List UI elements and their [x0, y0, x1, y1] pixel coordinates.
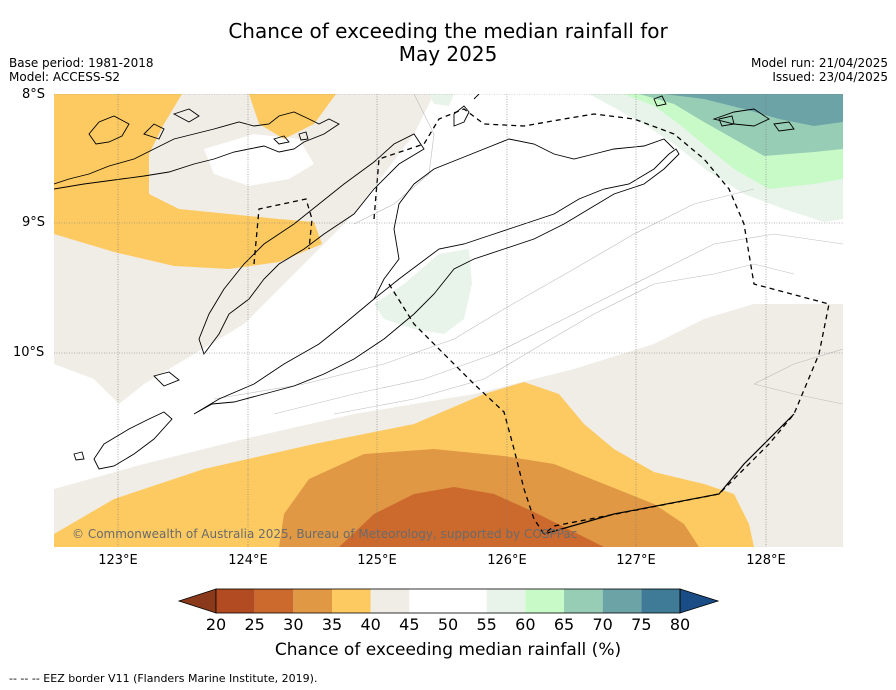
title-line-2: May 2025 — [398, 42, 498, 66]
contour-70-75 — [664, 94, 843, 126]
eez-border — [253, 198, 313, 265]
lon-label-125e: 125°E — [357, 553, 397, 568]
contour-25-30 — [339, 487, 604, 547]
meta-right: Model run: 21/04/2025 Issued: 23/04/2025 — [751, 56, 888, 84]
colorbar-tick-label: 80 — [669, 615, 691, 634]
lat-label-9s: 9°S — [22, 215, 46, 230]
contour-35-40-north — [54, 94, 322, 269]
lat-label-10s: 10°S — [13, 345, 45, 360]
gridlines — [54, 94, 843, 547]
issued-date: Issued: 23/04/2025 — [772, 70, 888, 84]
copyright-text: © Commonwealth of Australia 2025, Bureau… — [72, 527, 578, 541]
colorbar-tick-label: 55 — [476, 615, 497, 634]
colorbar-segment — [332, 589, 371, 613]
contour-55-60-n — [429, 94, 454, 106]
colorbar-tick-label: 65 — [553, 615, 575, 634]
eez-border-main — [373, 108, 830, 535]
colorbar-tick-label: 45 — [399, 615, 420, 634]
colorbar-tick-label: 60 — [515, 615, 536, 634]
land-border — [543, 413, 795, 535]
colorbar-segment — [370, 589, 410, 613]
colorbar-extend-high — [679, 588, 720, 614]
colorbar — [178, 588, 720, 614]
colorbar-segment — [602, 589, 642, 613]
model-name: Model: ACCESS-S2 — [9, 70, 121, 84]
colorbar-segment — [641, 589, 681, 613]
colorbar-segment — [293, 589, 333, 613]
contour-45-55-hole — [204, 134, 314, 186]
colorbar-title: Chance of exceeding median rainfall (%) — [274, 640, 622, 660]
lat-label-8s: 8°S — [22, 87, 46, 102]
colorbar-extend-low — [178, 588, 217, 614]
colorbar-segment — [564, 589, 603, 613]
colorbar-segment — [448, 589, 487, 613]
contour-35-40-north-b — [249, 94, 336, 139]
colorbar-segment — [525, 589, 565, 613]
contour-lines — [213, 94, 843, 415]
colorbar-segment — [409, 589, 449, 613]
colorbar-tick-label: 25 — [244, 615, 265, 634]
lon-label-127e: 127°E — [616, 553, 656, 568]
base-period: Base period: 1981-2018 — [9, 56, 154, 70]
colorbar-segment — [254, 589, 294, 613]
model-run: Model run: 21/04/2025 — [750, 56, 888, 70]
title-line-1: Chance of exceeding the median rainfall … — [228, 19, 668, 43]
meta-left: Base period: 1981-2018 Model: ACCESS-S2 — [9, 56, 154, 84]
colorbar-tick-label: 50 — [437, 615, 459, 634]
colorbar-tick-label: 70 — [592, 615, 613, 634]
colorbar-segment — [216, 589, 255, 613]
eez-border-south — [388, 283, 545, 535]
colorbar-tick-label: 20 — [205, 615, 227, 634]
lon-label-126e: 126°E — [487, 553, 527, 568]
colorbar-tick-label: 75 — [631, 615, 652, 634]
rainfall-map — [54, 94, 843, 547]
colorbar-frame — [215, 588, 681, 614]
map-title: Chance of exceeding the median rainfall … — [0, 20, 896, 66]
eez-footer-note: -- -- -- EEZ border V11 (Flanders Marine… — [9, 672, 318, 685]
lon-label-124e: 124°E — [228, 553, 268, 568]
colorbar-tick-label: 40 — [360, 615, 381, 634]
colorbar-tick-label: 30 — [283, 615, 304, 634]
lon-label-123e: 123°E — [98, 553, 138, 568]
colorbar-tick-label: 35 — [321, 615, 343, 634]
lon-label-128e: 128°E — [746, 553, 786, 568]
coastlines — [54, 94, 795, 470]
contour-55-60-mid — [374, 249, 472, 334]
colorbar-segment — [486, 589, 526, 613]
